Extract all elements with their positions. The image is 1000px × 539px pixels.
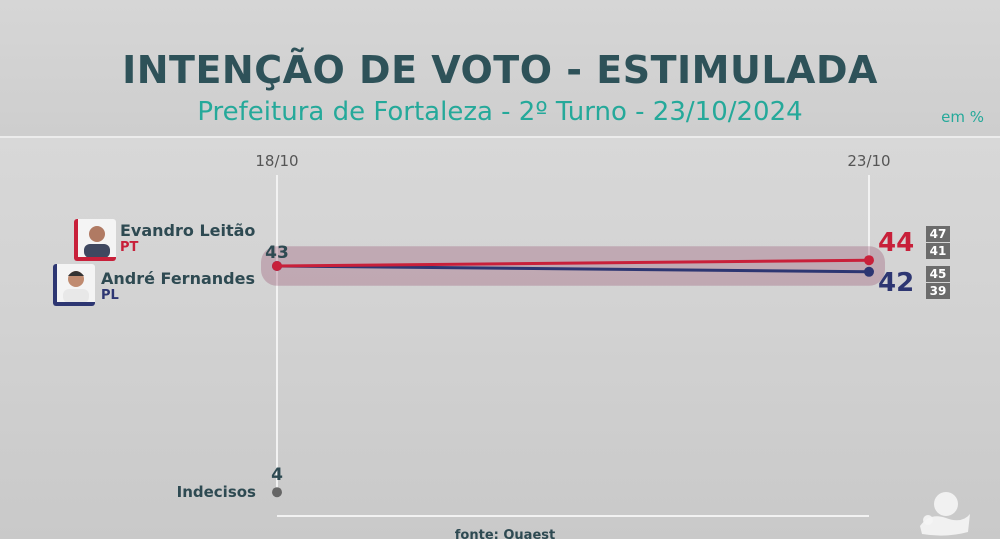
broadcaster-logo [920, 492, 970, 536]
person-icon [63, 271, 89, 302]
unit-label: em % [941, 108, 984, 126]
andre-party: PL [101, 288, 119, 303]
header-band [0, 0, 1000, 138]
andre-avatar [53, 264, 95, 306]
x-tick-label-end: 23/10 [847, 152, 890, 170]
evandro-point-1 [864, 255, 874, 266]
andre-name: André Fernandes [101, 269, 255, 288]
margin-band [261, 246, 885, 286]
chart-subtitle: Prefeitura de Fortaleza - 2º Turno - 23/… [197, 97, 803, 127]
evandro-point-0 [272, 261, 282, 271]
evandro-name: Evandro Leitão [120, 221, 256, 240]
start-value-label: 43 [265, 243, 289, 263]
x-tick-label-start: 18/10 [255, 152, 298, 170]
person-icon [84, 226, 110, 257]
evandro-legend: Evandro Leitão PT [120, 221, 256, 256]
andre-point-1 [864, 266, 874, 277]
andre-ci-low: 39 [926, 283, 950, 299]
evandro-party: PT [120, 240, 139, 255]
indecisos-legend-label: Indecisos [177, 483, 256, 501]
evandro-avatar [74, 219, 116, 261]
indecisos-value-label: 4 [271, 465, 283, 485]
indecisos-point [272, 487, 282, 498]
andre-series-line [276, 264, 870, 274]
evandro-ci-low: 41 [926, 243, 950, 259]
andre-ci-high: 45 [926, 266, 950, 282]
chart-title: INTENÇÃO DE VOTO - ESTIMULADA [122, 48, 878, 92]
evandro-ci-high: 47 [926, 226, 950, 242]
evandro-end-value: 44 [878, 228, 915, 258]
andre-end-value: 42 [878, 268, 915, 298]
evandro-series-line [276, 258, 870, 268]
source-label: fonte: Quaest [455, 528, 555, 539]
andre-legend: André Fernandes PL [101, 269, 255, 304]
